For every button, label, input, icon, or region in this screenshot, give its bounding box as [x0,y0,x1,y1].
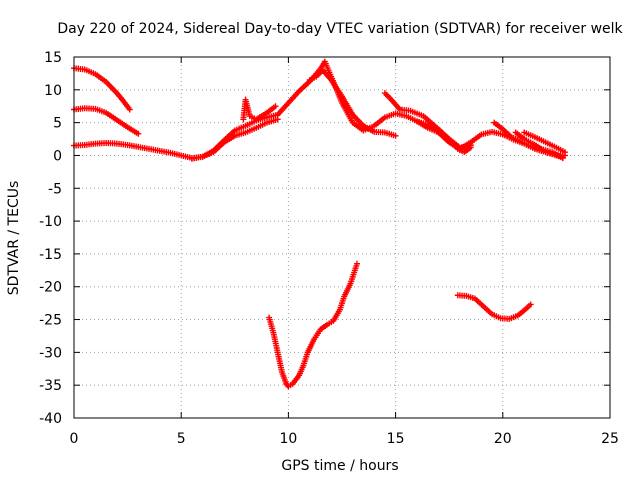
series-arc-small [454,144,474,156]
y-tick-label: -35 [39,378,62,394]
series-arc-far2 [512,129,566,162]
series-arc-spike [240,96,279,123]
data-point [561,149,568,156]
series-arc-right2 [414,118,474,154]
data-point [272,103,279,110]
data-point [354,260,361,267]
data-point [527,301,534,308]
y-tick-label: 5 [53,116,62,132]
x-tick-label: 25 [601,431,619,447]
data-points [71,58,568,390]
y-tick-label: -30 [39,345,62,361]
y-axis-label: SDTVAR / TECUs [6,181,22,296]
series-dip-a [266,260,361,390]
y-tick-label: -25 [39,313,62,329]
series-arc-x21 [521,129,568,156]
series-arc-sub [188,116,281,162]
series-arc-upper [306,67,399,139]
y-tick-label: -40 [39,411,62,427]
y-tick-label: -20 [39,280,62,296]
chart-title: Day 220 of 2024, Sidereal Day-to-day VTE… [57,21,623,37]
x-tick-label: 10 [279,431,297,447]
series-arc-top [71,65,133,113]
y-tick-label: 15 [44,50,62,66]
x-tick-label: 20 [494,431,512,447]
x-tick-label: 0 [70,431,79,447]
data-point [559,155,566,162]
y-tick-label: -10 [39,214,62,230]
axis-ticks: 0 5 10 15 20 25 -40 -35 -30 -25 -20 -15 -10 -5 0 5 10 15 [39,50,619,447]
x-axis-label: GPS time / hours [281,458,398,474]
plot-frame [73,56,611,419]
grid-lines [74,57,610,418]
y-tick-label: -5 [48,181,62,197]
series-arc-mid [71,105,142,137]
x-tick-label: 15 [387,431,405,447]
x-tick-label: 5 [177,431,186,447]
y-tick-label: 0 [53,148,62,164]
data-point [392,132,399,139]
data-point [126,106,133,113]
data-point [135,130,142,137]
y-tick-label: 10 [44,83,62,99]
data-point [467,144,474,151]
series-dip-b [454,292,534,322]
y-tick-label: -15 [39,247,62,263]
data-point [274,116,281,123]
